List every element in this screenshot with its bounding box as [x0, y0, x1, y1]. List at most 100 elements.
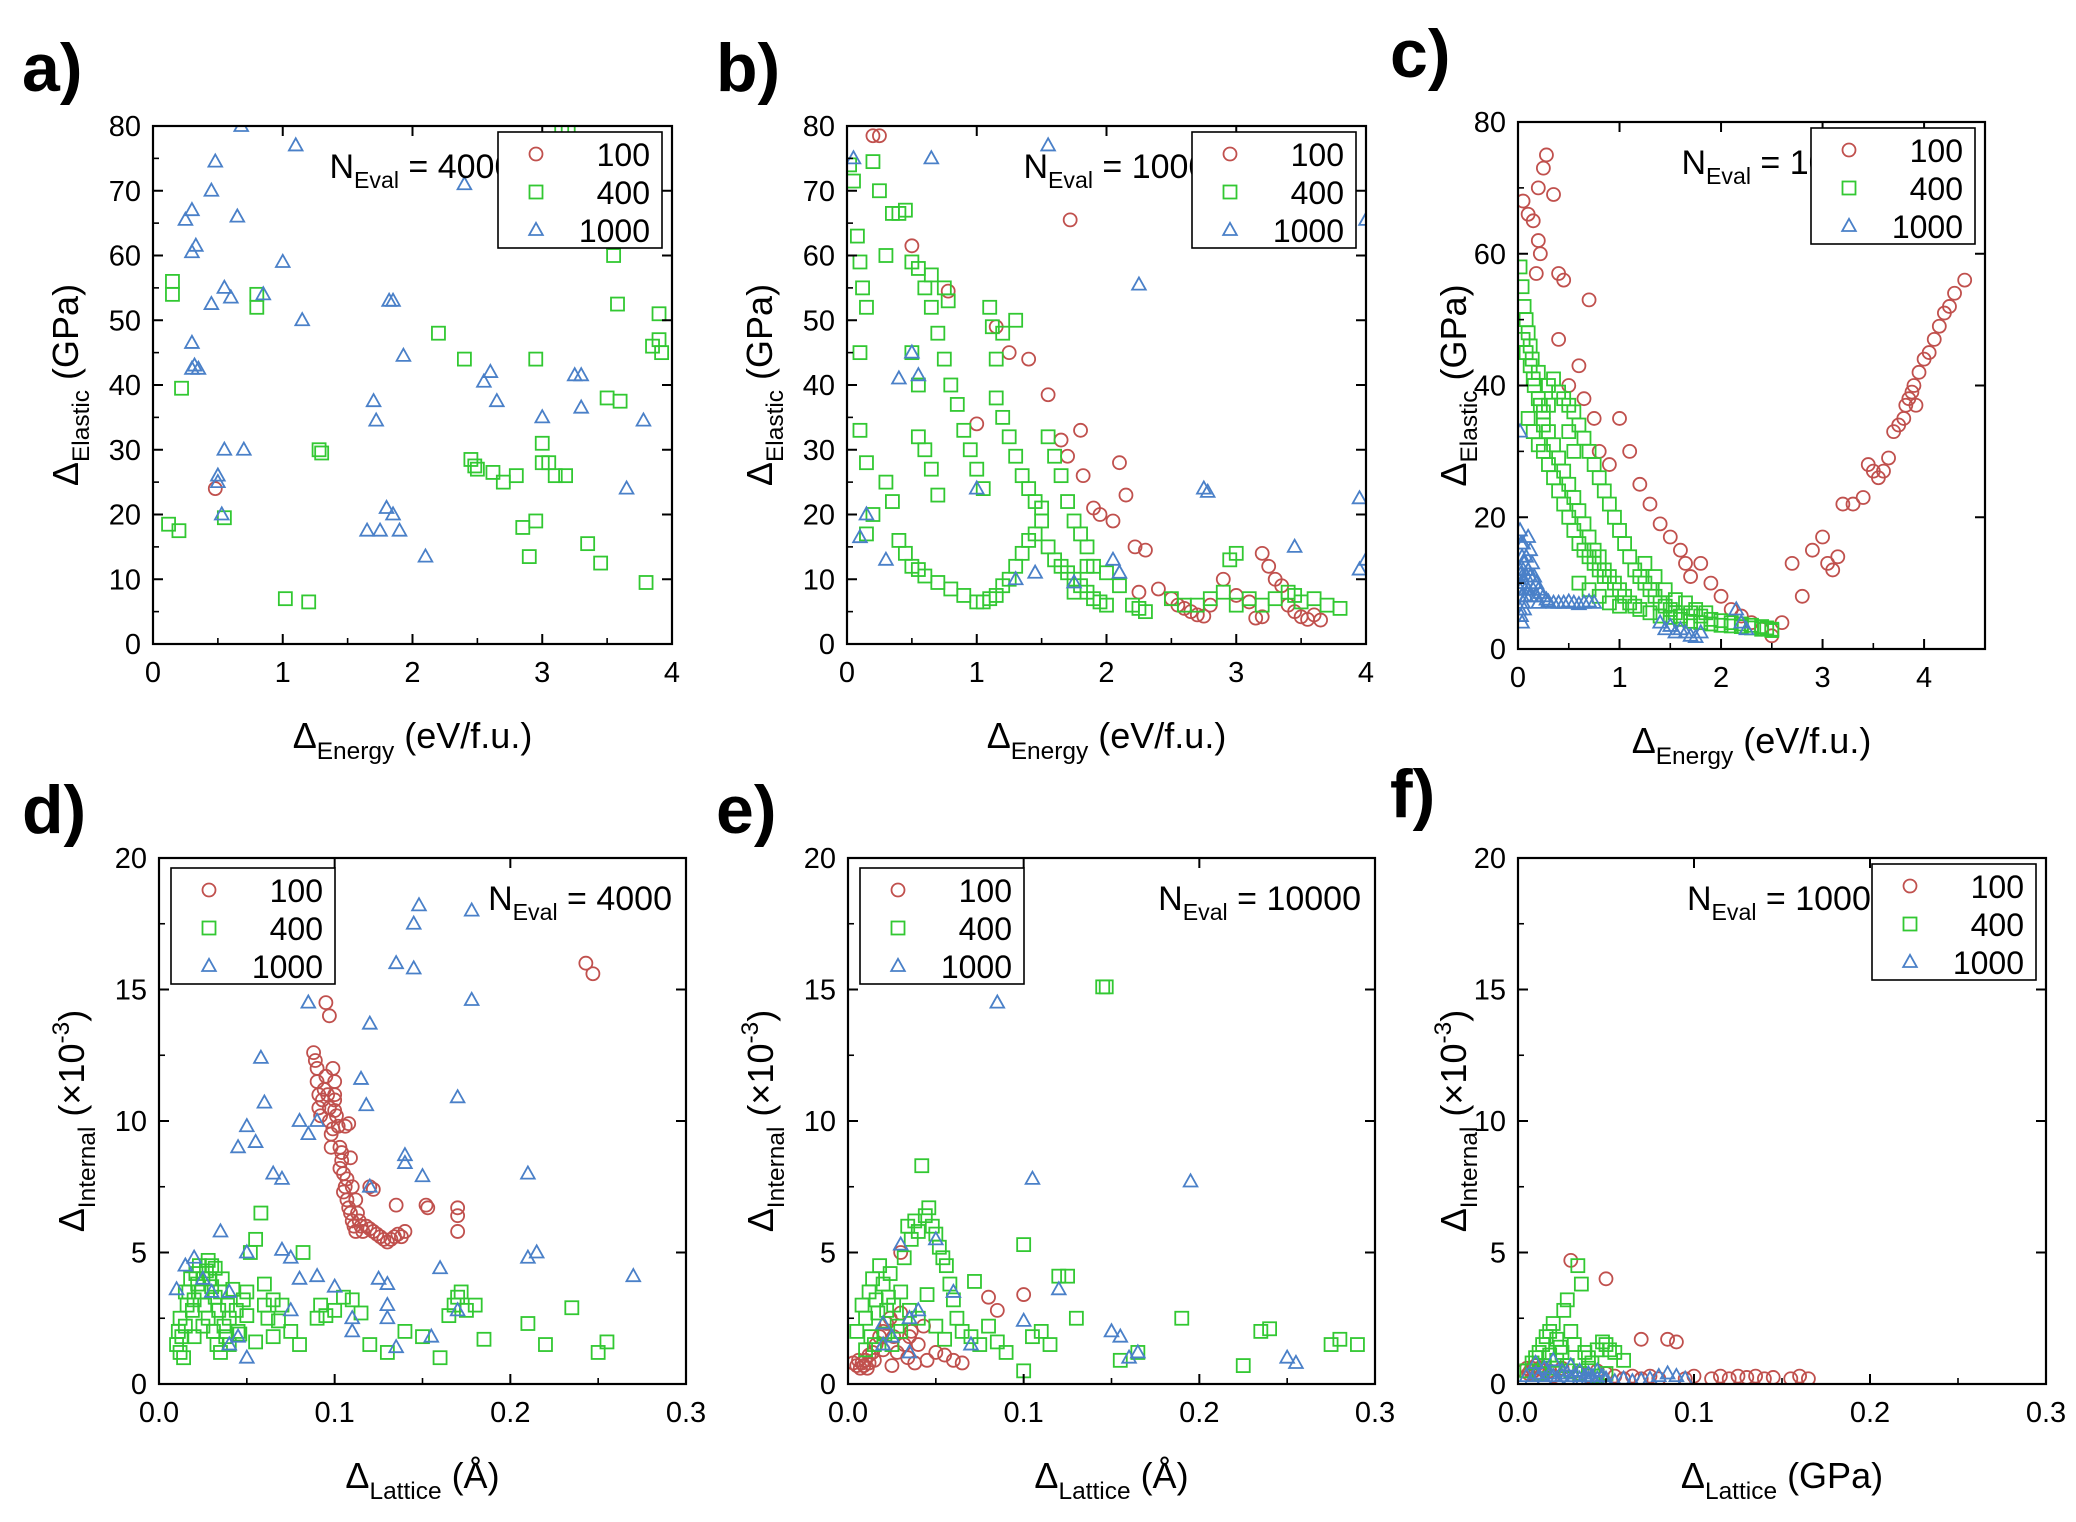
point-b-1000 [1357, 550, 1366, 566]
point-d-400 [432, 1350, 448, 1366]
point-b-400 [1066, 513, 1082, 529]
y-tick-label: 15 [804, 975, 836, 1007]
legend-label-100: 100 [1291, 137, 1344, 173]
point-d-400 [344, 1292, 360, 1308]
neval-annotation: NEval = 10000 [1158, 880, 1361, 925]
point-f-400 [1589, 1342, 1605, 1358]
point-c-400 [1632, 602, 1648, 617]
point-d-1000 [343, 1322, 361, 1338]
point-d-1000 [422, 1327, 440, 1343]
point-d-1000 [396, 1154, 414, 1169]
point-d-1000 [194, 1269, 212, 1285]
point-e-400 [1323, 1337, 1339, 1352]
point-c-100 [1586, 411, 1602, 426]
point-d-100 [321, 1008, 337, 1024]
point-d-1000 [282, 1248, 300, 1264]
legend-label-100: 100 [1971, 869, 2024, 905]
point-d-400 [204, 1258, 220, 1274]
x-tick-label: 3 [534, 657, 550, 689]
legend-label-100: 100 [597, 137, 650, 173]
point-d-400 [590, 1345, 606, 1360]
neval-value: = 4000 [558, 880, 672, 918]
point-c-100 [1642, 496, 1658, 512]
y-label-symbol: Δ [739, 462, 780, 486]
legend-marker-400 [528, 184, 544, 200]
point-b-400 [1014, 468, 1030, 484]
point-b-400 [923, 267, 939, 283]
point-a-1000 [183, 201, 201, 217]
y-axis-label: ΔInternal (×10-3) [1430, 1010, 1483, 1233]
y-tick-label: 20 [109, 500, 141, 532]
point-e-400 [1253, 1324, 1269, 1339]
point-d-1000 [256, 1093, 273, 1109]
point-c-100 [1571, 358, 1587, 374]
point-c-400 [1518, 299, 1532, 314]
point-c-400 [1612, 523, 1627, 538]
point-e-400 [858, 1310, 873, 1326]
point-d-1000 [410, 896, 428, 912]
point-c-400 [1586, 457, 1602, 472]
point-a-1000 [209, 466, 227, 482]
point-c-1000 [1687, 628, 1705, 644]
legend-label-400: 400 [1910, 171, 1963, 207]
point-a-400 [171, 523, 187, 539]
panel-label-d: d) [22, 772, 87, 848]
point-a-400 [249, 299, 265, 315]
point-b-400 [872, 183, 887, 199]
point-e-400 [919, 1287, 935, 1302]
point-c-400 [1596, 483, 1612, 499]
point-c-100 [1673, 542, 1688, 558]
point-b-1000 [851, 528, 869, 544]
point-f-100 [1783, 1371, 1799, 1384]
point-b-100 [1127, 539, 1143, 555]
y-label-symbol: Δ [1433, 1208, 1474, 1232]
point-e-100 [928, 1345, 944, 1360]
neval-subscript: Eval [1183, 899, 1228, 925]
point-b-400 [852, 422, 868, 438]
point-a-400 [508, 468, 524, 484]
point-c-100 [1693, 555, 1709, 571]
point-c-100 [1830, 549, 1846, 565]
point-a-1000 [572, 366, 590, 382]
point-a-400 [456, 351, 472, 367]
y-tick-label: 80 [1474, 107, 1506, 139]
point-c-100 [1906, 378, 1922, 393]
point-d-1000 [361, 1177, 379, 1193]
point-c-100 [1683, 569, 1698, 584]
point-d-400 [181, 1284, 197, 1300]
point-c-400 [1627, 598, 1643, 614]
point-a-100 [207, 481, 223, 497]
point-d-400 [459, 1302, 474, 1318]
point-b-100 [1062, 212, 1078, 228]
point-d-1000 [379, 1275, 396, 1290]
x-tick-label: 0.3 [1355, 1397, 1395, 1429]
point-b-100 [1189, 607, 1205, 623]
point-b-400 [1099, 565, 1114, 581]
point-c-100 [1530, 233, 1546, 248]
point-d-400 [327, 1302, 343, 1318]
y-tick-label: 0 [820, 1369, 836, 1401]
point-f-1000 [1668, 1367, 1685, 1383]
x-label-unit: (Å) [442, 1455, 500, 1496]
point-e-400 [1060, 1268, 1075, 1284]
point-f-100 [1748, 1368, 1763, 1384]
point-d-1000 [519, 1164, 537, 1180]
point-a-1000 [235, 440, 253, 456]
point-c-100 [1784, 555, 1800, 571]
point-e-400 [866, 1337, 882, 1352]
point-d-400 [204, 1279, 220, 1295]
point-d-100 [585, 966, 601, 982]
point-b-400 [847, 173, 861, 189]
legend-marker-400 [890, 920, 906, 936]
point-e-100 [916, 1318, 931, 1334]
point-b-400 [1021, 481, 1037, 497]
point-c-400 [1683, 605, 1698, 621]
point-d-100 [343, 1205, 358, 1221]
legend-label-400: 400 [959, 911, 1012, 947]
point-c-400 [1596, 569, 1612, 584]
y-label-subscript: Internal [74, 1127, 101, 1209]
point-b-1000 [1026, 563, 1044, 579]
y-tick-label: 20 [1474, 502, 1506, 534]
point-e-1000 [1103, 1322, 1120, 1338]
